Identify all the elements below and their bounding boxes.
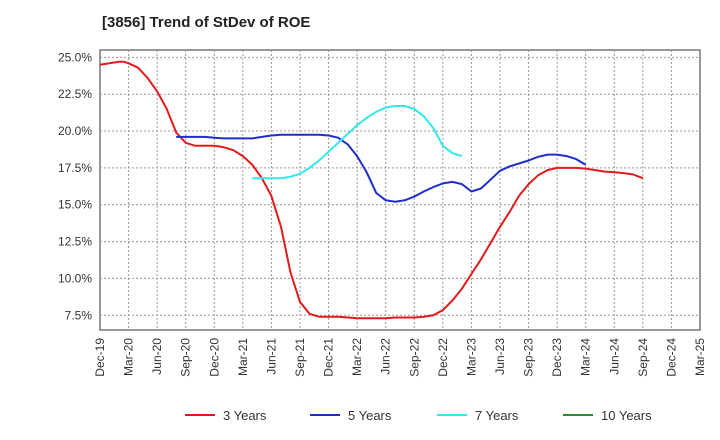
x-tick-label: Sep-20 [179, 338, 193, 377]
y-axis-ticks: 7.5% 10.0% 12.5% 15.0% 17.5% 20.0% 22.5% 25.0% [58, 50, 92, 322]
y-tick-label: 17.5% [58, 161, 92, 175]
x-tick-label: Dec-22 [436, 338, 450, 377]
legend-label: 3 Years [223, 408, 267, 423]
x-tick-label: Jun-24 [607, 338, 621, 375]
plot-area [99, 49, 701, 331]
legend: 3 Years 5 Years 7 Years 10 Years [185, 408, 652, 423]
y-tick-label: 7.5% [65, 308, 93, 322]
y-tick-label: 15.0% [58, 198, 92, 212]
x-tick-label: Jun-21 [264, 338, 278, 375]
series-line-3-years [99, 60, 644, 320]
x-tick-label: Jun-20 [150, 338, 164, 375]
x-tick-label: Dec-24 [664, 338, 678, 377]
y-tick-label: 25.0% [58, 50, 92, 64]
y-tick-label: 22.5% [58, 87, 92, 101]
series-lines [99, 60, 644, 320]
x-tick-label: Sep-22 [407, 338, 421, 377]
x-tick-label: Mar-23 [464, 338, 478, 376]
x-tick-label: Dec-20 [207, 338, 221, 377]
y-tick-label: 10.0% [58, 271, 92, 285]
y-tick-label: 20.0% [58, 124, 92, 138]
grid-lines [100, 50, 700, 330]
x-tick-label: Sep-21 [293, 338, 307, 377]
series-line-5-years [176, 133, 587, 203]
x-tick-label: Mar-21 [236, 338, 250, 376]
x-tick-label: Dec-19 [93, 338, 107, 377]
x-tick-label: Mar-25 [693, 338, 707, 376]
x-tick-label: Jun-22 [379, 338, 393, 375]
x-tick-label: Sep-23 [522, 338, 536, 377]
x-tick-label: Dec-23 [550, 338, 564, 377]
x-axis-ticks: Dec-19 Mar-20 Jun-20 Sep-20 Dec-20 Mar-21 Jun-… [93, 338, 707, 377]
x-tick-label: Mar-24 [579, 338, 593, 376]
x-tick-label: Dec-21 [322, 338, 336, 377]
chart-title: [3856] Trend of StDev of ROE [102, 14, 311, 31]
legend-label: 5 Years [348, 408, 392, 423]
y-tick-label: 12.5% [58, 235, 92, 249]
legend-label: 10 Years [601, 408, 652, 423]
x-tick-label: Mar-22 [350, 338, 364, 376]
series-line-7-years [252, 105, 463, 180]
x-tick-label: Sep-24 [636, 338, 650, 377]
legend-label: 7 Years [475, 408, 519, 423]
x-tick-label: Jun-23 [493, 338, 507, 375]
x-tick-label: Mar-20 [122, 338, 136, 376]
